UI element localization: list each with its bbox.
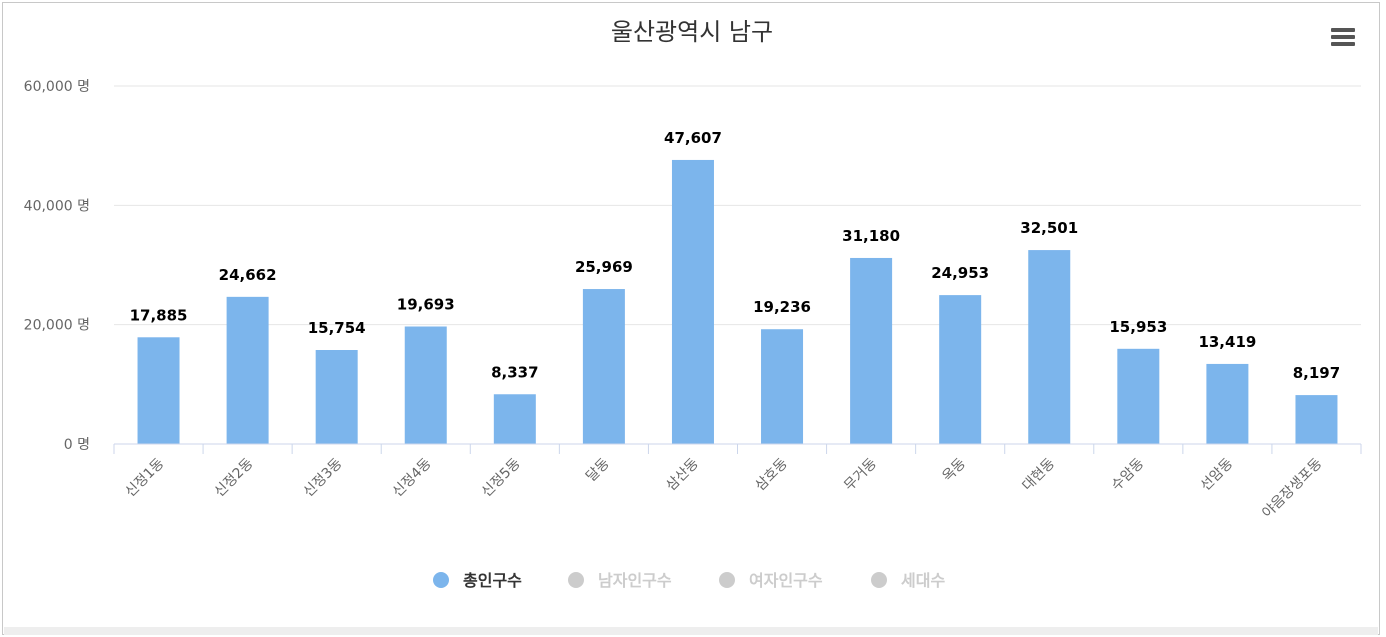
hamburger-menu-icon[interactable] [1326, 22, 1360, 52]
y-tick-label: 0 명 [64, 437, 90, 453]
x-tick-label: 무거동 [841, 455, 880, 494]
bar[interactable] [1206, 363, 1249, 444]
x-axis-labels: 신정1동 신정2동 신정3동 신정4동 신정5동 달동 삼산동 삼호동 무거동 옥동 대현동 수암동 선… [122, 455, 1325, 521]
legend-item[interactable]: 여자인구수 [719, 571, 823, 590]
data-label: 8,337 [491, 363, 538, 381]
data-label: 17,885 [130, 306, 188, 324]
data-label: 19,693 [397, 295, 455, 313]
x-tick-label: 옥동 [939, 455, 969, 485]
legend-marker [433, 572, 449, 588]
data-label: 24,953 [931, 264, 989, 282]
menu-line [1331, 28, 1355, 32]
bar[interactable] [137, 337, 180, 444]
legend: 총인구수 남자인구수 여자인구수 세대수 [433, 571, 945, 590]
data-label: 24,662 [219, 266, 277, 284]
bar[interactable] [1028, 250, 1071, 444]
bar[interactable] [671, 159, 714, 445]
legend-item[interactable]: 세대수 [871, 571, 945, 590]
legend-item[interactable]: 총인구수 [433, 571, 522, 590]
legend-label: 남자인구수 [598, 571, 672, 590]
legend-label: 총인구수 [463, 571, 522, 590]
bar[interactable] [226, 296, 269, 444]
data-labels: 17,885 24,662 15,754 19,693 8,337 25,969 47,60… [130, 129, 1341, 382]
bar[interactable] [404, 326, 447, 444]
x-tick-label: 신정1동 [122, 455, 167, 500]
x-tick-label: 삼호동 [752, 455, 791, 494]
y-axis-ticks: 0 명 20,000 명 40,000 명 60,000 명 [24, 79, 90, 453]
legend-marker [568, 572, 584, 588]
bar[interactable] [1295, 395, 1338, 444]
x-tick-label: 삼산동 [663, 455, 702, 494]
legend-marker [871, 572, 887, 588]
bars [137, 159, 1338, 445]
x-axis [113, 443, 1362, 454]
x-tick-label: 대현동 [1019, 455, 1058, 494]
x-tick-label: 신정4동 [390, 455, 435, 500]
bar[interactable] [315, 350, 358, 444]
data-label: 25,969 [575, 258, 633, 276]
x-tick-label: 신정2동 [211, 455, 256, 500]
bar[interactable] [1117, 348, 1160, 444]
x-tick-label: 신정5동 [479, 455, 524, 500]
footer-strip [4, 627, 1378, 635]
data-label: 15,754 [308, 319, 366, 337]
x-tick-label: 야음장생포동 [1259, 455, 1325, 521]
legend-label: 여자인구수 [749, 571, 823, 590]
x-tick-label: 선암동 [1198, 455, 1237, 494]
menu-line [1331, 35, 1355, 39]
data-label: 19,236 [753, 298, 811, 316]
menu-line [1331, 42, 1355, 46]
legend-item[interactable]: 남자인구수 [568, 571, 672, 590]
legend-label: 세대수 [901, 571, 945, 590]
y-tick-label: 60,000 명 [24, 79, 90, 95]
data-label: 47,607 [664, 129, 722, 147]
chart-title: 울산광역시 남구 [611, 18, 773, 46]
grid-lines [114, 85, 1361, 326]
data-label: 31,180 [842, 227, 900, 245]
data-label: 8,197 [1293, 364, 1340, 382]
bar[interactable] [850, 257, 893, 444]
bar[interactable] [493, 394, 536, 444]
y-tick-label: 40,000 명 [24, 198, 90, 214]
bar[interactable] [582, 289, 625, 444]
x-tick-label: 신정3동 [301, 455, 346, 500]
data-label: 32,501 [1020, 219, 1078, 237]
legend-marker [719, 572, 735, 588]
x-tick-label: 수암동 [1109, 455, 1148, 494]
data-label: 13,419 [1198, 333, 1256, 351]
bar[interactable] [761, 329, 804, 444]
y-tick-label: 20,000 명 [24, 318, 90, 334]
x-tick-label: 달동 [583, 455, 613, 485]
data-label: 15,953 [1109, 318, 1167, 336]
bar[interactable] [939, 295, 982, 444]
